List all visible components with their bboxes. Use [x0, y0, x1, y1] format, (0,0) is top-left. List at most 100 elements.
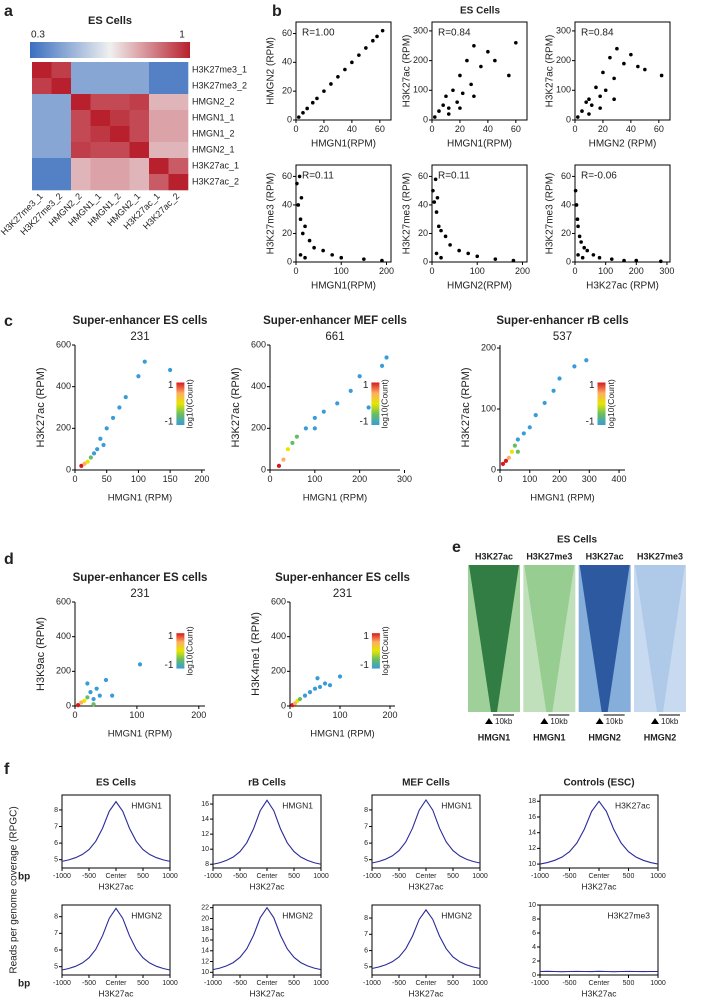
point	[433, 177, 438, 182]
x-tick-label: 300	[582, 474, 597, 484]
heatmap-cell	[129, 174, 150, 191]
point	[432, 115, 437, 119]
x-tick-label: 100	[470, 266, 485, 276]
profile-line	[371, 798, 481, 864]
point	[436, 224, 441, 229]
x-tick-label: 0	[572, 266, 577, 276]
point	[465, 58, 469, 63]
x-axis-label: H3K27ac	[409, 988, 445, 998]
y-tick-label: 200	[56, 423, 71, 433]
y-axis-label: H3K9ac (RPM)	[35, 617, 47, 691]
y-tick-label: 100	[413, 85, 428, 95]
y-tick-label: 0	[287, 256, 292, 266]
y-tick-label: 300	[413, 25, 428, 35]
point	[292, 701, 298, 706]
y-tick-label: 200	[413, 55, 428, 65]
point	[88, 455, 93, 460]
point	[123, 394, 128, 400]
y-tick-label: 16	[201, 937, 209, 944]
x-tick-label: 60	[654, 124, 664, 134]
heatmap-cell	[71, 62, 91, 79]
point	[622, 61, 626, 66]
plot-frame	[431, 21, 528, 121]
x-tick-label: -1000	[204, 980, 222, 987]
point	[298, 217, 303, 222]
y-tick-label: 0	[261, 464, 266, 474]
point	[315, 96, 319, 101]
y-tick-label: 100	[481, 403, 496, 413]
profile-line	[371, 908, 481, 970]
x-tick-label: -500	[82, 873, 96, 880]
scale-label: 10kb	[606, 717, 624, 726]
y-tick-label: 400	[56, 631, 71, 641]
point	[572, 364, 577, 369]
y-tick-label: 14	[528, 830, 536, 837]
heatmap-cell	[32, 126, 52, 143]
point	[521, 431, 526, 436]
y-tick-label: 8	[205, 861, 209, 868]
x-tick-label: Center	[105, 980, 127, 987]
y-axis-label: H3K27ac (RPM)	[460, 367, 472, 447]
colorbar-tick-label: 1	[589, 380, 595, 391]
chart-title: Super-enhancer MEF cells	[263, 315, 407, 327]
point	[634, 258, 639, 263]
heatmap-cell	[51, 78, 72, 95]
heatmap-cell	[90, 126, 111, 143]
heatmap-cell	[110, 94, 130, 111]
point	[587, 97, 591, 102]
colorbar-tick-label: -1	[164, 660, 173, 671]
y-tick-label: 12	[201, 831, 209, 838]
profile-line	[61, 907, 171, 971]
heatmap-cell	[32, 62, 52, 79]
row-label: HMGN2_2	[192, 96, 235, 106]
point	[580, 255, 585, 260]
series-label: HMGN2	[282, 910, 313, 920]
x-axis-label: H3K27ac	[409, 881, 445, 891]
point	[371, 38, 375, 43]
x-tick-label: 200	[552, 474, 567, 484]
x-axis-label: HMGN2 (RPM)	[589, 139, 657, 150]
annotation: R=-0.06	[581, 171, 617, 182]
x-tick-label: 60	[375, 124, 385, 134]
scale-marker	[485, 718, 493, 724]
point	[303, 426, 308, 431]
point	[469, 82, 473, 87]
row-label: H3K27me3_1	[192, 64, 247, 74]
point	[136, 374, 141, 379]
point	[432, 200, 437, 204]
x-tick-label: Center	[415, 980, 437, 987]
point	[85, 459, 90, 464]
profile-line	[212, 906, 322, 971]
y-tick-label: 22	[201, 905, 209, 912]
point	[384, 355, 389, 360]
point	[576, 253, 580, 257]
y-tick-label: 6	[532, 930, 536, 937]
x-axis-label: H3K27ac	[99, 988, 135, 998]
point	[601, 70, 605, 75]
point	[79, 700, 84, 705]
point	[137, 662, 143, 667]
y-tick-label: 60	[418, 171, 428, 181]
y-tick-label: 20	[201, 915, 209, 922]
x-tick-label: 40	[347, 124, 357, 134]
heatmap-cell	[71, 174, 91, 191]
point	[295, 181, 299, 186]
y-tick-label: 300	[556, 25, 571, 35]
colorbar-tick-label: 1	[168, 380, 174, 391]
x-tick-label: 60	[511, 124, 521, 134]
y-tick-label: 5	[364, 964, 368, 971]
point	[375, 34, 379, 39]
x-unit: bp	[18, 979, 30, 990]
point	[509, 449, 515, 454]
heatmap-cell	[129, 62, 150, 79]
group-title: ES Cells	[460, 6, 500, 17]
x-tick-label: 0	[72, 474, 77, 484]
point	[335, 401, 340, 406]
heatmap-cell	[110, 78, 130, 95]
point	[91, 696, 96, 702]
point	[321, 248, 325, 253]
scale-label: 10kb	[495, 717, 513, 726]
point	[575, 217, 580, 222]
heatmap-cell	[51, 94, 72, 111]
y-tick-label: 12	[528, 845, 536, 852]
